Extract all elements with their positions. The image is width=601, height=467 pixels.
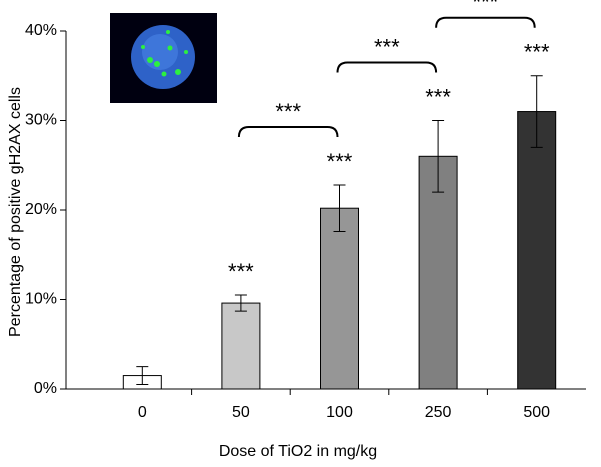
error-bar bbox=[333, 184, 346, 232]
significance-label: *** bbox=[425, 84, 451, 109]
error-bar bbox=[432, 120, 445, 193]
bracket bbox=[237, 125, 339, 137]
x-tick-label: 100 bbox=[326, 404, 353, 421]
y-axis-label: Percentage of positive gH2AX cells bbox=[7, 87, 24, 337]
bracket-label: *** bbox=[374, 34, 400, 59]
x-tick-label: 500 bbox=[523, 404, 550, 421]
error-bar bbox=[530, 75, 543, 148]
bracket-label: *** bbox=[275, 99, 301, 124]
error-bar bbox=[136, 366, 149, 386]
bar bbox=[320, 207, 359, 390]
y-tick-label: 30% bbox=[25, 112, 57, 129]
bracket bbox=[336, 61, 438, 73]
y-tick-label: 20% bbox=[25, 201, 57, 218]
x-tick-label: 50 bbox=[232, 404, 250, 421]
inset-image bbox=[110, 13, 217, 103]
significance-label: *** bbox=[524, 40, 550, 65]
y-tick-label: 10% bbox=[25, 291, 57, 308]
bracket-label: *** bbox=[473, 0, 499, 15]
y-tick-label: 40% bbox=[25, 22, 57, 39]
significance-label: *** bbox=[228, 259, 254, 284]
x-tick-label: 0 bbox=[138, 404, 147, 421]
significance-label: *** bbox=[327, 149, 353, 174]
error-bar bbox=[234, 294, 247, 312]
y-tick-label: 0% bbox=[34, 380, 57, 397]
x-axis-label: Dose of TiO2 in mg/kg bbox=[219, 443, 377, 460]
bar bbox=[418, 155, 458, 390]
x-tick-label: 250 bbox=[425, 404, 452, 421]
bracket bbox=[435, 16, 536, 28]
bar bbox=[517, 111, 557, 390]
bar bbox=[221, 302, 261, 390]
